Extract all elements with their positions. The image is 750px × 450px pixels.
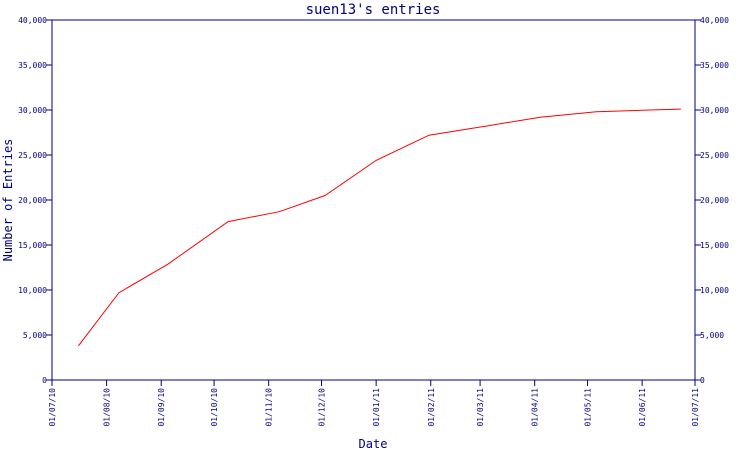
y-tick-label-right: 10,000 — [700, 286, 729, 295]
left-y-axis-ticks: 0 5,000 10,000 15,000 20,000 25,000 30,000 35,0… — [18, 16, 52, 385]
y-tick-label-left: 30,000 — [18, 106, 47, 115]
x-axis-label: Date — [359, 437, 388, 450]
y-tick-label-left: 0 — [42, 376, 47, 385]
x-tick-label: 01/02/11 — [427, 388, 436, 427]
x-tick-label: 01/05/11 — [584, 388, 593, 427]
y-tick-label-right: 20,000 — [700, 196, 729, 205]
y-tick-label-left: 20,000 — [18, 196, 47, 205]
x-axis-ticks: 01/07/10 01/08/10 01/09/10 01/10/10 01/11/10… — [48, 380, 700, 427]
y-tick-label-right: 15,000 — [700, 241, 729, 250]
x-tick-label: 01/08/10 — [103, 388, 112, 427]
x-tick-label: 01/11/10 — [265, 388, 274, 427]
y-tick-label-right: 5,000 — [700, 331, 724, 340]
y-axis-label: Number of Entries — [1, 139, 15, 262]
y-tick-label-left: 35,000 — [18, 61, 47, 70]
y-tick-label-right: 40,000 — [700, 16, 729, 25]
y-tick-label-left: 25,000 — [18, 151, 47, 160]
x-tick-label: 01/06/11 — [638, 388, 647, 427]
y-tick-label-left: 10,000 — [18, 286, 47, 295]
y-tick-label-left: 40,000 — [18, 16, 47, 25]
x-tick-label: 01/01/11 — [372, 388, 381, 427]
x-tick-label: 01/10/10 — [210, 388, 219, 427]
y-tick-label-left: 5,000 — [23, 331, 47, 340]
y-tick-label-right: 25,000 — [700, 151, 729, 160]
x-tick-label: 01/04/11 — [531, 388, 540, 427]
x-tick-label: 01/03/11 — [476, 388, 485, 427]
y-tick-label-left: 15,000 — [18, 241, 47, 250]
chart-title: suen13's entries — [306, 2, 441, 18]
series-line-1 — [78, 108, 681, 347]
y-tick-label-right: 0 — [700, 376, 705, 385]
series-layer — [78, 108, 681, 347]
right-y-axis-ticks: 0 5,000 10,000 15,000 20,000 25,000 30,000 35,0… — [695, 16, 729, 385]
x-tick-label: 01/07/10 — [48, 388, 57, 427]
x-tick-label: 01/07/11 — [691, 388, 700, 427]
y-tick-label-right: 30,000 — [700, 106, 729, 115]
y-tick-label-right: 35,000 — [700, 61, 729, 70]
x-tick-label: 01/12/10 — [318, 388, 327, 427]
x-tick-label: 01/09/10 — [157, 388, 166, 427]
